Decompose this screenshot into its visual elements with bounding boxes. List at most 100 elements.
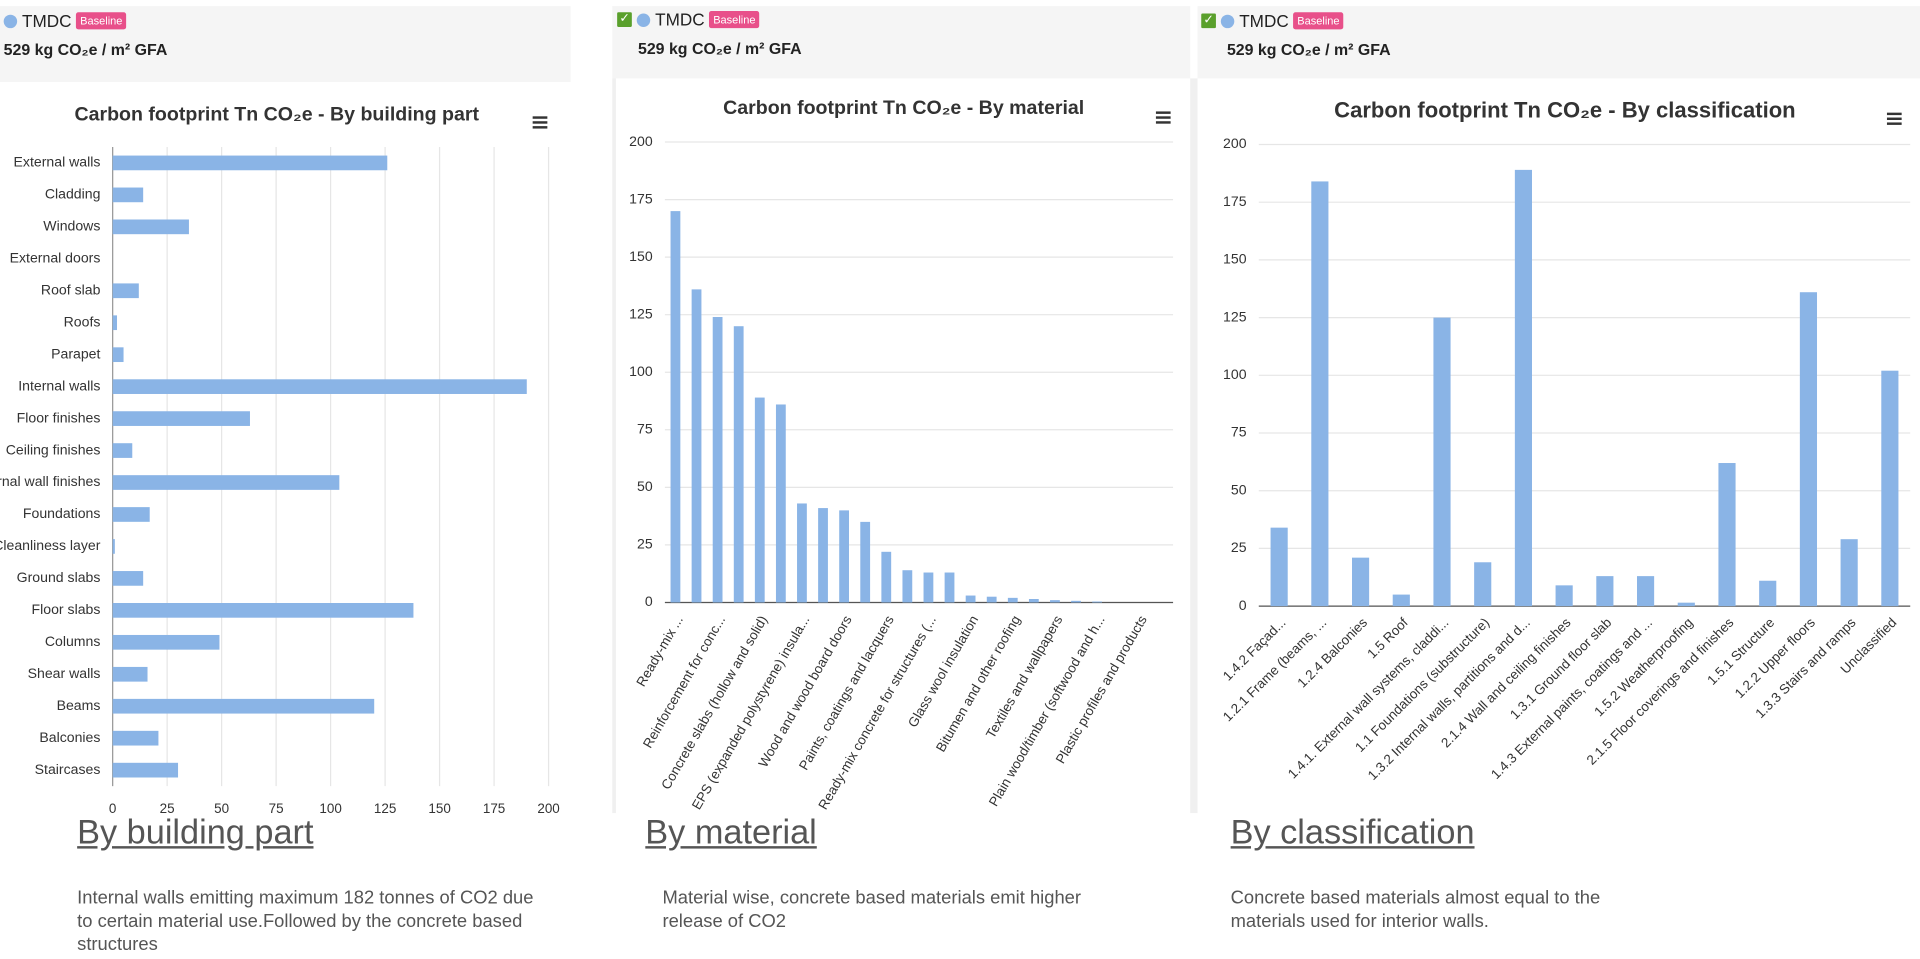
legend-dot xyxy=(3,14,18,28)
y-tick-label: Parapet xyxy=(51,345,100,361)
bar xyxy=(1596,576,1614,607)
y-tick-label: Floor slabs xyxy=(32,601,101,617)
bar xyxy=(1028,599,1039,603)
section-text: Material wise, concrete based materials … xyxy=(662,887,1082,932)
y-tick-label: 75 xyxy=(1231,424,1247,440)
bar xyxy=(733,326,744,603)
y-tick-label: 25 xyxy=(1231,539,1247,555)
y-tick-label: Staircases xyxy=(35,761,101,777)
bar xyxy=(112,347,124,363)
y-tick-label: 100 xyxy=(629,363,653,379)
x-tick-label: Bitumen and other roofing xyxy=(933,613,1023,755)
section: By building part Internal walls emitting… xyxy=(77,813,542,956)
bar xyxy=(112,155,388,171)
bar xyxy=(670,211,681,603)
section: By material Material wise, concrete base… xyxy=(645,813,1110,933)
bar xyxy=(775,404,786,603)
metric: 529 kg CO₂e / m² GFA xyxy=(1226,40,1391,59)
section: By classification Concrete based materia… xyxy=(1231,813,1635,933)
menu-icon[interactable] xyxy=(532,116,548,129)
y-tick-label: 25 xyxy=(637,536,653,552)
y-tick-label: Cleanliness layer xyxy=(0,537,101,553)
bar xyxy=(112,762,179,778)
y-tick-label: Beams xyxy=(57,697,101,713)
y-tick-label: Ground slabs xyxy=(17,569,101,585)
section-link[interactable]: By classification xyxy=(1230,813,1475,852)
y-tick-label: External walls xyxy=(14,154,101,170)
bar xyxy=(754,397,765,603)
x-tick-label: Reinforcement for conc... xyxy=(640,613,728,751)
y-tick-label: 0 xyxy=(1239,597,1247,613)
bar xyxy=(965,595,976,603)
y-tick-label: 175 xyxy=(629,190,653,206)
bar xyxy=(112,666,148,682)
bar xyxy=(881,551,892,603)
checkbox[interactable]: ✓ xyxy=(617,12,632,27)
x-tick-label: Textiles and wallpapers xyxy=(983,613,1066,741)
bar xyxy=(1352,557,1370,607)
y-tick-label: Internal wall finishes xyxy=(0,473,100,489)
menu-icon[interactable] xyxy=(1886,112,1902,125)
bar xyxy=(1840,539,1858,607)
bar xyxy=(112,730,159,746)
y-tick-label: 100 xyxy=(1223,366,1247,382)
y-tick-label: 150 xyxy=(1223,251,1247,267)
x-tick-label: 75 xyxy=(269,801,284,816)
panel-header: ✓ TMDC Baseline 529 kg CO₂e / m² GFA xyxy=(1201,11,1391,59)
y-tick-label: Columns xyxy=(45,633,101,649)
x-tick-label: 125 xyxy=(374,801,396,816)
bar xyxy=(1637,576,1655,607)
bar xyxy=(1759,580,1777,607)
bar xyxy=(112,698,375,714)
divider xyxy=(612,78,616,814)
y-tick-label: 50 xyxy=(637,478,653,494)
bar xyxy=(839,510,850,603)
bar xyxy=(902,570,913,603)
bar xyxy=(112,571,144,586)
y-tick-label: Roofs xyxy=(64,313,101,329)
section-link[interactable]: By material xyxy=(645,813,817,852)
section-text: Internal walls emitting maximum 182 tonn… xyxy=(77,887,534,956)
x-tick-label: 25 xyxy=(160,801,175,816)
bar xyxy=(818,508,828,603)
bar xyxy=(712,316,723,603)
chart-title: Carbon footprint Tn CO₂e - By material xyxy=(723,97,1084,119)
bar xyxy=(1881,370,1899,607)
menu-icon[interactable] xyxy=(1155,111,1171,124)
x-tick-label: 0 xyxy=(109,801,116,816)
y-tick-label: Balconies xyxy=(39,729,100,745)
section-text: Concrete based materials almost equal to… xyxy=(1230,887,1601,932)
bar xyxy=(1071,600,1081,603)
y-tick-label: Internal walls xyxy=(18,377,100,393)
panel-name: TMDC xyxy=(22,11,72,31)
bar xyxy=(797,503,807,603)
x-tick-label: 100 xyxy=(319,801,341,816)
panel-header: TMDC Baseline 529 kg CO₂e / m² GFA xyxy=(3,11,167,59)
section-link[interactable]: By building part xyxy=(77,813,314,852)
bar xyxy=(1555,585,1573,607)
x-tick-label: 50 xyxy=(214,801,229,816)
checkbox[interactable]: ✓ xyxy=(1201,13,1216,29)
bar xyxy=(986,596,997,603)
bar xyxy=(112,283,139,299)
bar xyxy=(112,539,115,554)
y-tick-label: Ceiling finishes xyxy=(6,441,101,457)
badge: Baseline xyxy=(709,11,760,29)
y-tick-label: Shear walls xyxy=(28,665,101,681)
bar xyxy=(1007,597,1018,603)
bar xyxy=(1050,600,1060,603)
bar xyxy=(1433,317,1451,607)
bar xyxy=(112,634,220,650)
y-tick-label: 150 xyxy=(629,248,653,264)
bar xyxy=(691,289,702,603)
x-tick-label: 200 xyxy=(537,801,559,816)
bar xyxy=(1311,181,1329,607)
bar xyxy=(944,572,955,603)
y-tick-label: 125 xyxy=(629,305,653,321)
bar xyxy=(1474,562,1492,607)
bar xyxy=(1092,601,1102,603)
bar xyxy=(1677,602,1695,607)
